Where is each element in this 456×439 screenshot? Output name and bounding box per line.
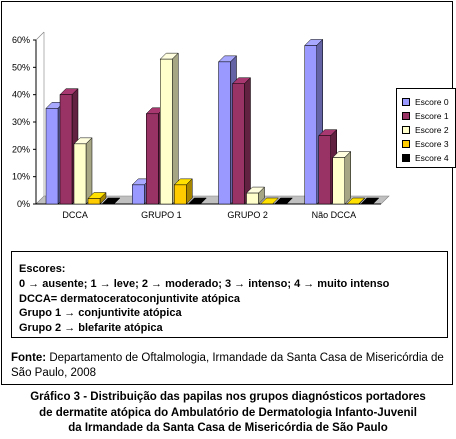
wall-top-edge bbox=[35, 31, 45, 41]
bar-side bbox=[113, 197, 121, 205]
scores-line-4: Grupo 2 → blefarite atópica bbox=[19, 322, 163, 335]
scores-heading: Escores: bbox=[19, 263, 66, 275]
bar bbox=[332, 157, 345, 205]
legend-swatch bbox=[402, 139, 410, 148]
x-tick-label: GRUPO 2 bbox=[227, 210, 268, 220]
bar-side bbox=[244, 77, 251, 205]
bar bbox=[174, 184, 187, 205]
chart-legend: Escore 0 Escore 1 Escore 2 Escore 3 Escore 4 bbox=[396, 88, 456, 168]
legend-label: Escore 1 bbox=[415, 111, 449, 121]
caption-line-2: de dermatite atópica do Ambulatório de D… bbox=[39, 406, 417, 419]
x-tick-label: Não DCCA bbox=[312, 210, 357, 220]
scores-box: Escores: 0 → ausente; 1 → leve; 2 → mode… bbox=[11, 251, 448, 338]
bar-side bbox=[372, 197, 379, 205]
legend-label: Escore 4 bbox=[415, 153, 449, 163]
bar-side bbox=[272, 197, 279, 205]
y-tick-label: 50% bbox=[12, 62, 30, 72]
legend-item: Escore 2 bbox=[402, 124, 449, 136]
legend-swatch bbox=[402, 111, 410, 120]
legend-label: Escore 0 bbox=[415, 97, 449, 107]
bar bbox=[218, 61, 231, 205]
source-label: Fonte: bbox=[11, 352, 47, 364]
figure-frame: 0% 10% 20% 30% 40% 50% 60% DCCA GRUPO 1 GRUPO 2 Nã… bbox=[1, 1, 456, 385]
bar bbox=[246, 192, 259, 205]
bar bbox=[160, 58, 173, 205]
bar-side bbox=[358, 197, 365, 205]
bar bbox=[232, 83, 245, 205]
legend-swatch bbox=[402, 125, 410, 134]
plot-area: 0% 10% 20% 30% 40% 50% 60% DCCA GRUPO 1 GRUPO 2 Nã… bbox=[12, 31, 390, 220]
legend-label: Escore 3 bbox=[415, 139, 449, 149]
source-text: Departamento de Oftalmologia, Irmandade … bbox=[11, 352, 444, 379]
y-tick-label: 0% bbox=[17, 199, 30, 209]
bar bbox=[59, 94, 73, 205]
y-tick-label: 10% bbox=[12, 172, 30, 182]
y-tick-label: 20% bbox=[12, 144, 30, 154]
scores-line-2: DCCA= dermatoceratoconjuntivite atópica bbox=[19, 292, 240, 305]
legend-swatch bbox=[402, 153, 410, 162]
bar bbox=[318, 135, 331, 205]
legend-item: Escore 3 bbox=[402, 138, 449, 150]
bar-side bbox=[172, 52, 179, 205]
y-tick-label: 30% bbox=[12, 117, 30, 127]
figure-caption: Gráfico 3 - Distribuição das papilas nos… bbox=[0, 390, 456, 437]
source-note: Fonte: Departamento de Oftalmologia, Irm… bbox=[11, 351, 451, 381]
caption-line-3: da Irmandade da Santa Casa de Misericórd… bbox=[68, 422, 388, 434]
scores-line-1: 0 → ausente; 1 → leve; 2 → moderado; 3 →… bbox=[19, 277, 390, 290]
bar-side bbox=[286, 197, 293, 205]
bar bbox=[132, 184, 145, 205]
legend-item: Escore 0 bbox=[402, 96, 449, 108]
bar bbox=[45, 108, 59, 205]
bar bbox=[73, 143, 87, 205]
caption-line-1: Gráfico 3 - Distribuição das papilas nos… bbox=[30, 391, 426, 403]
legend-item: Escore 4 bbox=[402, 152, 449, 164]
x-tick-label: GRUPO 1 bbox=[141, 210, 182, 220]
legend-item: Escore 1 bbox=[402, 110, 449, 122]
scores-line-3: Grupo 1 → conjuntivite atópica bbox=[19, 307, 182, 320]
bar-side bbox=[85, 137, 93, 205]
y-tick-label: 40% bbox=[12, 90, 30, 100]
bar-chart: 0% 10% 20% 30% 40% 50% 60% DCCA GRUPO 1 GRUPO 2 Nã… bbox=[12, 31, 390, 220]
bar bbox=[146, 113, 159, 205]
legend-label: Escore 2 bbox=[415, 125, 449, 135]
bar-side bbox=[344, 150, 351, 205]
bar bbox=[304, 45, 317, 205]
legend-swatch bbox=[402, 97, 410, 106]
bar-side bbox=[200, 197, 207, 205]
y-tick-label: 60% bbox=[12, 35, 30, 45]
bar bbox=[87, 198, 101, 205]
x-tick-label: DCCA bbox=[62, 210, 88, 220]
